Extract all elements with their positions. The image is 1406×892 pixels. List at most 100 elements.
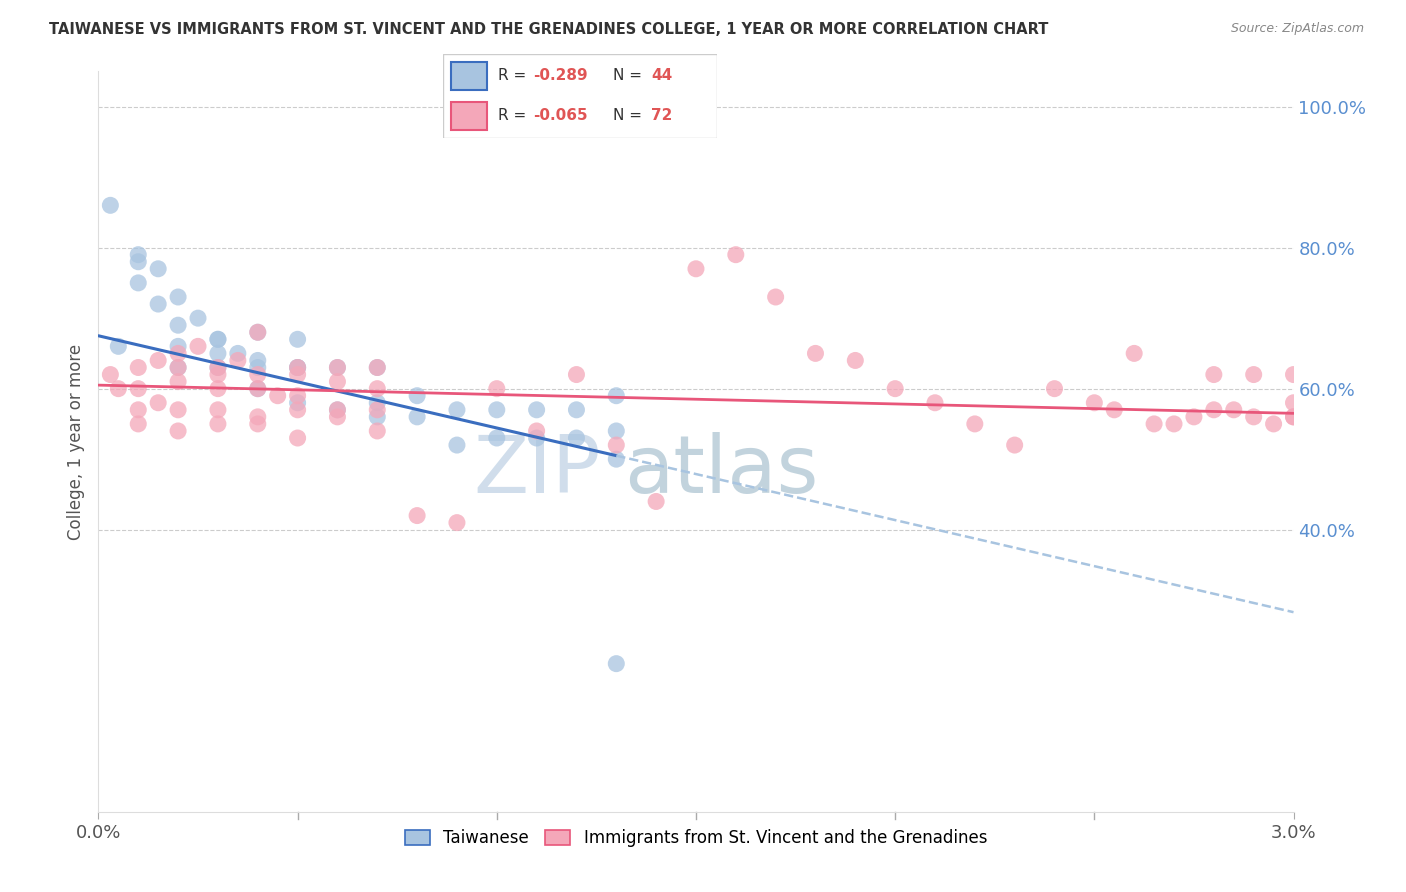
Point xyxy=(844,353,866,368)
Point xyxy=(765,290,787,304)
Point xyxy=(226,353,249,368)
Point xyxy=(287,360,309,375)
Point xyxy=(207,360,229,375)
Point xyxy=(167,339,190,353)
FancyBboxPatch shape xyxy=(443,54,717,138)
Point xyxy=(167,424,190,438)
Point xyxy=(127,248,149,262)
Point xyxy=(605,452,627,467)
Point xyxy=(446,516,468,530)
Point xyxy=(485,382,508,396)
Legend: Taiwanese, Immigrants from St. Vincent and the Grenadines: Taiwanese, Immigrants from St. Vincent a… xyxy=(396,821,995,855)
Point xyxy=(326,375,349,389)
Point xyxy=(326,402,349,417)
Point xyxy=(246,360,269,375)
Point xyxy=(804,346,827,360)
Point xyxy=(287,332,309,346)
Point xyxy=(167,402,190,417)
Point xyxy=(246,353,269,368)
Point xyxy=(287,402,309,417)
Point xyxy=(207,402,229,417)
Point xyxy=(1282,409,1305,424)
Point xyxy=(167,360,190,375)
Point xyxy=(1163,417,1185,431)
Point xyxy=(565,402,588,417)
Point xyxy=(127,360,149,375)
Point xyxy=(884,382,907,396)
Point xyxy=(207,332,229,346)
Point xyxy=(287,396,309,410)
Point xyxy=(187,311,209,326)
Point xyxy=(685,261,707,276)
Point xyxy=(207,332,229,346)
Text: N =: N = xyxy=(613,108,643,123)
Point xyxy=(326,360,349,375)
Text: -0.289: -0.289 xyxy=(533,68,588,83)
Point xyxy=(406,508,429,523)
Point xyxy=(246,325,269,339)
Text: TAIWANESE VS IMMIGRANTS FROM ST. VINCENT AND THE GRENADINES COLLEGE, 1 YEAR OR M: TAIWANESE VS IMMIGRANTS FROM ST. VINCENT… xyxy=(49,22,1049,37)
Point xyxy=(98,368,122,382)
Point xyxy=(406,389,429,403)
Point xyxy=(267,389,290,403)
Point xyxy=(167,360,190,375)
Point xyxy=(107,339,129,353)
Point xyxy=(246,409,269,424)
Point xyxy=(366,360,388,375)
Text: R =: R = xyxy=(498,108,526,123)
Point xyxy=(1282,409,1305,424)
Point xyxy=(1243,409,1265,424)
Point xyxy=(326,360,349,375)
FancyBboxPatch shape xyxy=(451,102,486,130)
Point xyxy=(167,346,190,360)
Point xyxy=(366,402,388,417)
Point xyxy=(167,375,190,389)
Point xyxy=(127,254,149,268)
Y-axis label: College, 1 year or more: College, 1 year or more xyxy=(66,343,84,540)
Point xyxy=(127,276,149,290)
Point xyxy=(924,396,946,410)
Text: -0.065: -0.065 xyxy=(533,108,588,123)
Point xyxy=(127,402,149,417)
Point xyxy=(485,402,508,417)
Point xyxy=(246,325,269,339)
Text: R =: R = xyxy=(498,68,526,83)
Point xyxy=(446,438,468,452)
Point xyxy=(366,396,388,410)
Point xyxy=(98,198,122,212)
Point xyxy=(127,417,149,431)
Point xyxy=(246,368,269,382)
Point xyxy=(526,431,548,445)
Point xyxy=(326,402,349,417)
Point xyxy=(1282,368,1305,382)
Point xyxy=(1223,402,1246,417)
Point xyxy=(246,417,269,431)
Text: ZIP: ZIP xyxy=(472,432,600,510)
Point xyxy=(1043,382,1066,396)
Point xyxy=(605,657,627,671)
Point xyxy=(187,339,209,353)
Point xyxy=(148,353,170,368)
Point xyxy=(366,424,388,438)
Point xyxy=(605,438,627,452)
Point xyxy=(1143,417,1166,431)
Text: N =: N = xyxy=(613,68,643,83)
Point xyxy=(1004,438,1026,452)
Point xyxy=(1202,402,1225,417)
Point xyxy=(1263,417,1285,431)
FancyBboxPatch shape xyxy=(451,62,486,90)
Point xyxy=(565,368,588,382)
Point xyxy=(127,382,149,396)
Point xyxy=(207,360,229,375)
Point xyxy=(1282,396,1305,410)
Point xyxy=(526,402,548,417)
Point xyxy=(246,382,269,396)
Point xyxy=(207,368,229,382)
Point xyxy=(287,431,309,445)
Point xyxy=(326,409,349,424)
Point xyxy=(207,346,229,360)
Point xyxy=(1104,402,1126,417)
Point xyxy=(1202,368,1225,382)
Point xyxy=(446,402,468,417)
Text: Source: ZipAtlas.com: Source: ZipAtlas.com xyxy=(1230,22,1364,36)
